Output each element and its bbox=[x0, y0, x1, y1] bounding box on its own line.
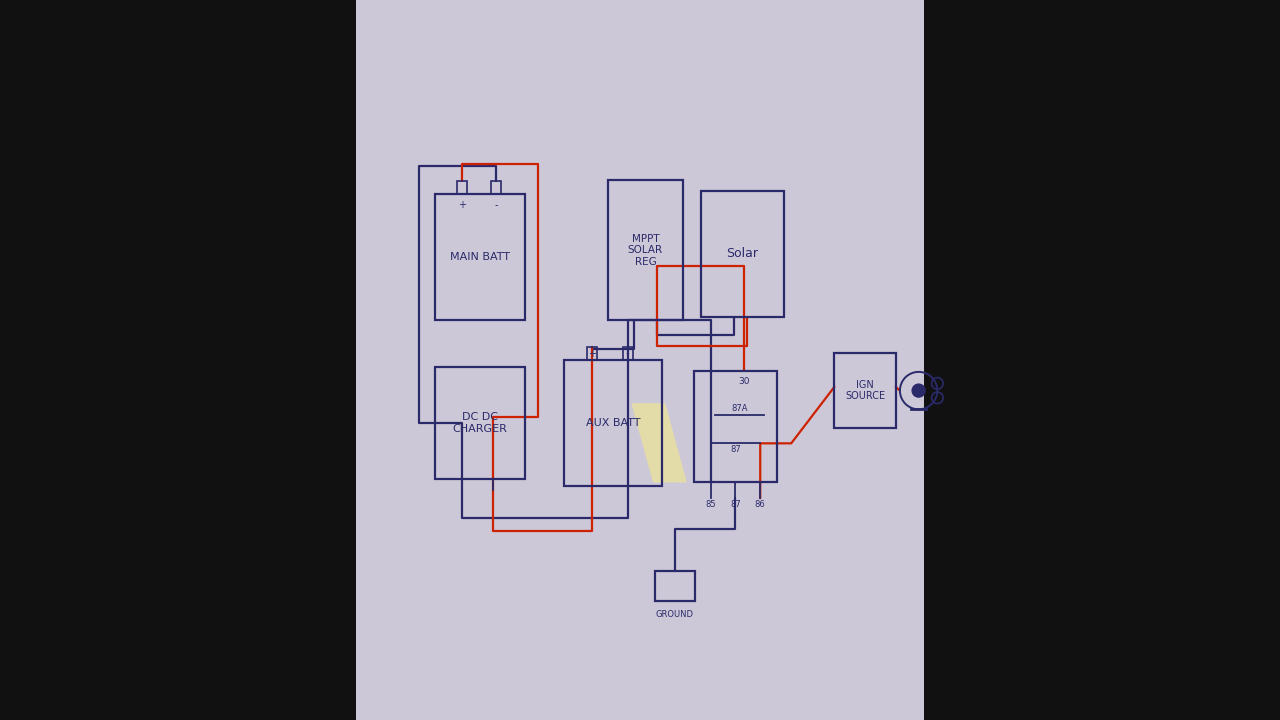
Text: -: - bbox=[494, 200, 498, 210]
Text: 87A: 87A bbox=[731, 403, 748, 413]
Text: DC DC
CHARGER: DC DC CHARGER bbox=[452, 412, 507, 433]
FancyBboxPatch shape bbox=[356, 0, 924, 720]
Text: 30: 30 bbox=[739, 377, 749, 386]
Circle shape bbox=[913, 384, 925, 397]
Text: MAIN BATT: MAIN BATT bbox=[449, 253, 509, 262]
Text: +: + bbox=[458, 200, 466, 210]
Text: 85: 85 bbox=[705, 500, 716, 510]
Text: AUX BATT: AUX BATT bbox=[586, 418, 640, 428]
Text: 86: 86 bbox=[755, 500, 765, 510]
Text: GROUND: GROUND bbox=[655, 610, 694, 619]
Text: MPPT
SOLAR
REG: MPPT SOLAR REG bbox=[627, 233, 663, 267]
Text: -: - bbox=[626, 348, 630, 359]
Text: Solar: Solar bbox=[727, 247, 759, 261]
Text: 87: 87 bbox=[730, 446, 741, 454]
Polygon shape bbox=[631, 403, 687, 482]
Text: IGN
SOURCE: IGN SOURCE bbox=[845, 380, 884, 402]
Text: +: + bbox=[588, 348, 595, 359]
Text: 87: 87 bbox=[730, 500, 741, 510]
